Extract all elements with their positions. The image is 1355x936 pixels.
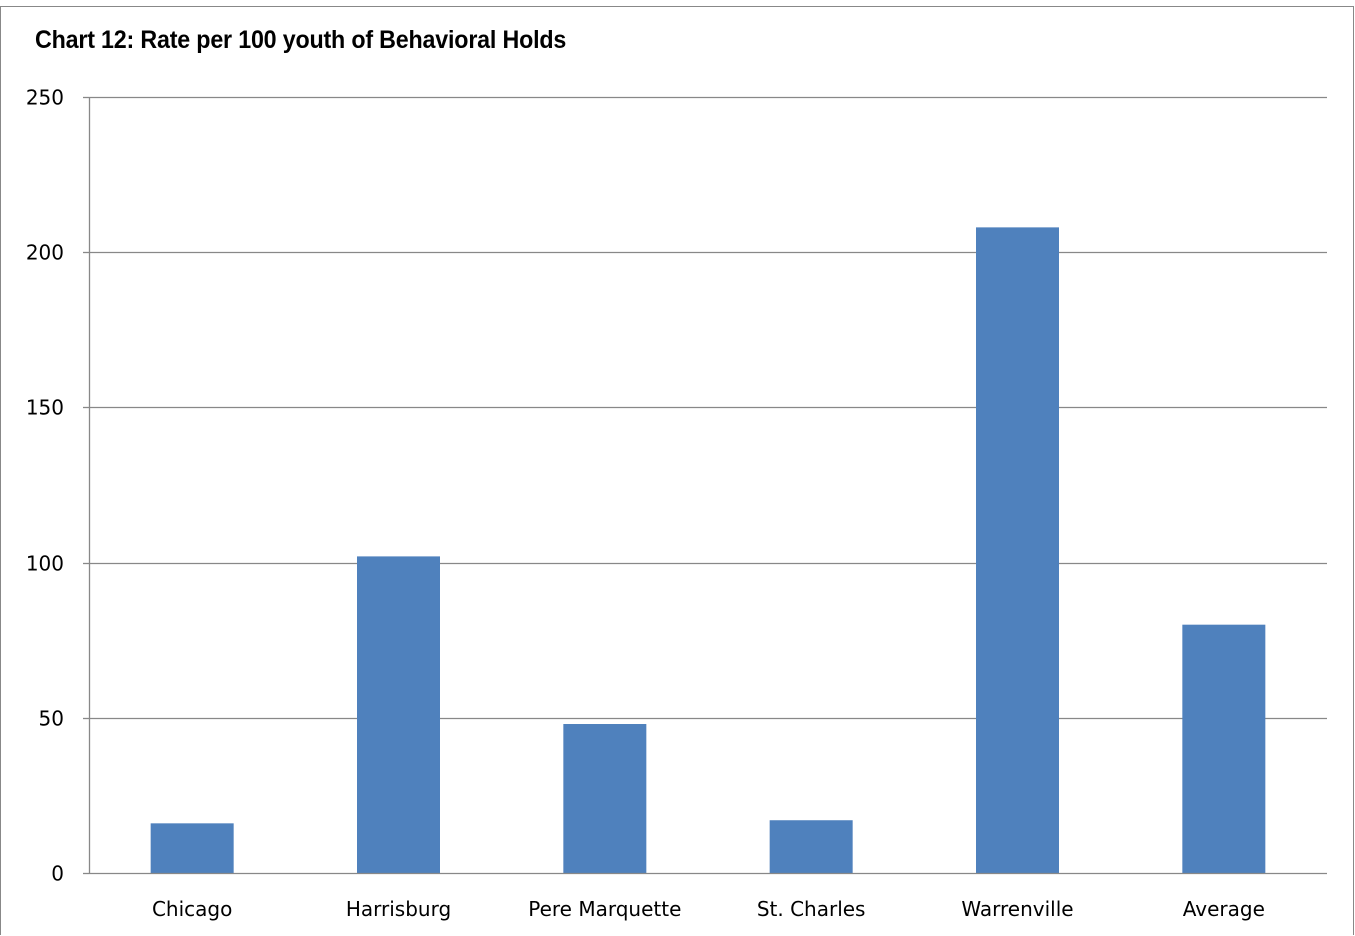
- x-tick-labels: Chicago Harrisburg Pere Marquette St. Charl…: [152, 897, 1265, 921]
- bar-chicago: [150, 823, 234, 873]
- y-tick-label: 0: [51, 862, 64, 886]
- bars: [150, 227, 1266, 874]
- gridlines: [89, 96, 1327, 720]
- y-tick-label: 150: [26, 396, 64, 420]
- bar-st-charles: [769, 820, 853, 873]
- x-tick-label: Harrisburg: [346, 897, 451, 921]
- x-tick-label: Average: [1183, 897, 1265, 921]
- bar-warrenville: [976, 227, 1059, 874]
- bar-harrisburg: [357, 556, 440, 873]
- x-tick-label: Pere Marquette: [528, 897, 681, 921]
- bar-average: [1182, 624, 1266, 873]
- bar-pere-marquette: [563, 724, 647, 873]
- axes: [83, 96, 1327, 875]
- x-tick-label: Chicago: [152, 897, 232, 921]
- chart-title: Chart 12: Rate per 100 youth of Behavior…: [35, 26, 567, 54]
- chart-frame: [0, 6, 1354, 935]
- y-tick-labels: 0 50 100 150 200 250: [26, 86, 64, 886]
- y-tick-label: 100: [26, 552, 64, 576]
- y-tick-label: 250: [26, 86, 64, 110]
- y-tick-label: 200: [26, 241, 64, 265]
- y-tick-label: 50: [39, 707, 64, 731]
- x-tick-label: Warrenville: [961, 897, 1073, 921]
- x-tick-label: St. Charles: [757, 897, 866, 921]
